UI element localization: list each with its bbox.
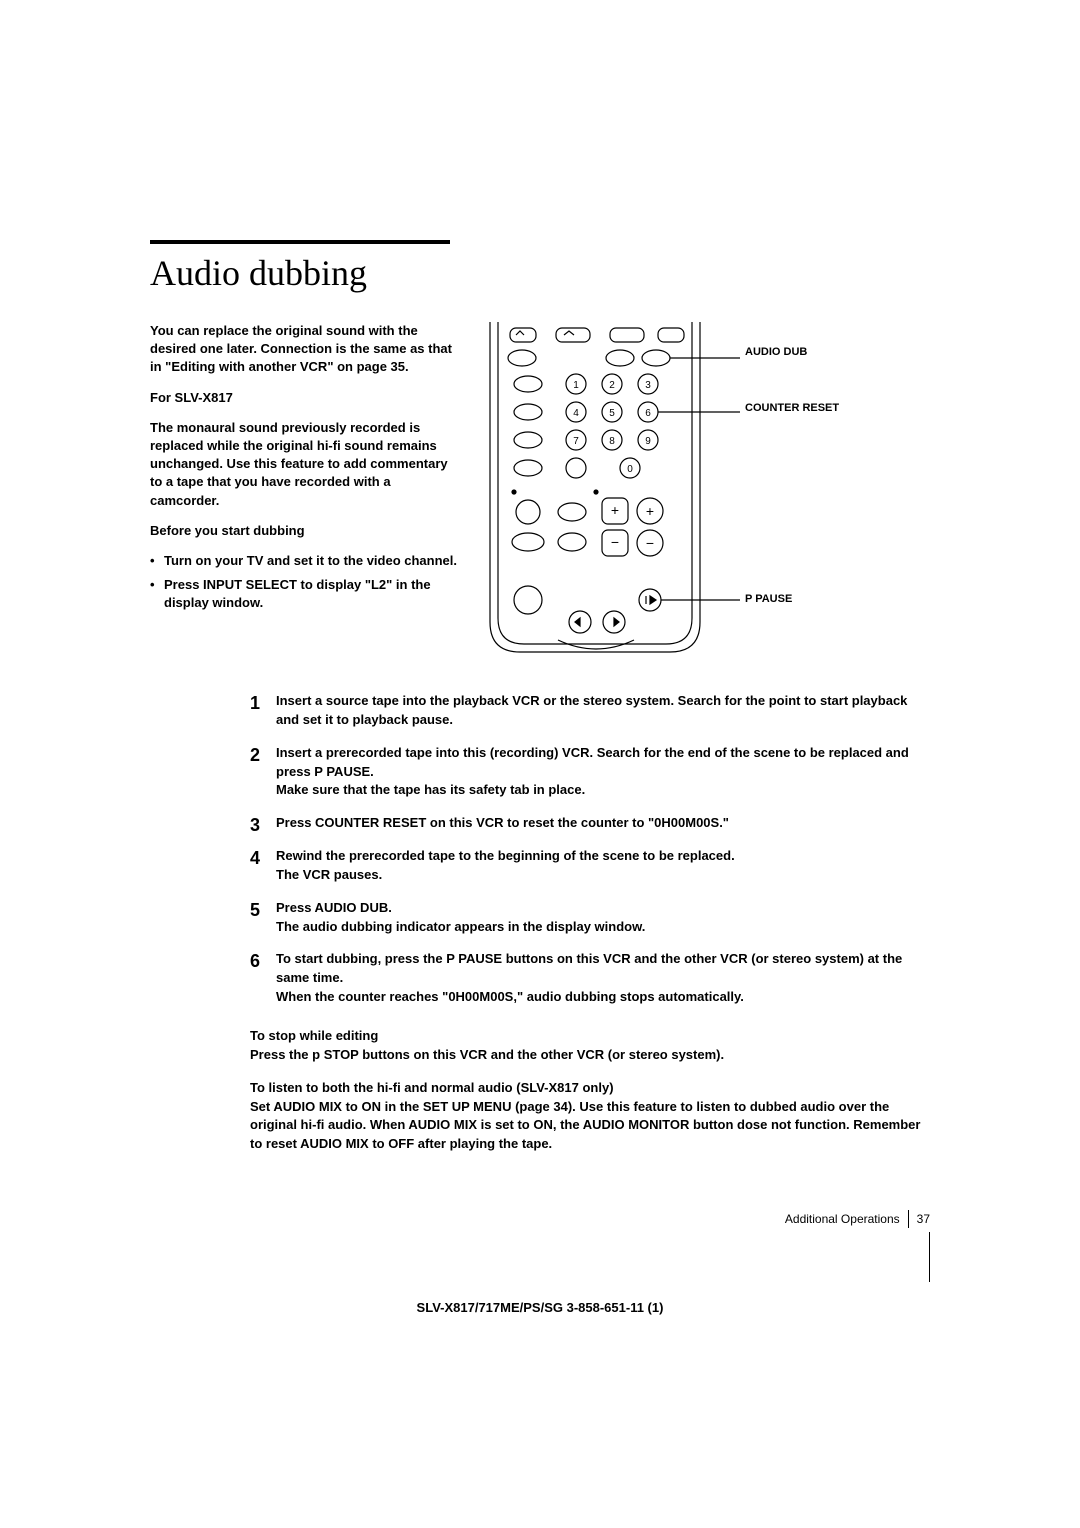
step-text: Rewind the prerecorded tape to the begin…: [276, 848, 735, 882]
footer-line: Additional Operations 37: [785, 1210, 930, 1228]
list-item: Press INPUT SELECT to display "L2" in th…: [150, 576, 460, 612]
step-text: Insert a prerecorded tape into this (rec…: [276, 745, 909, 798]
footer-section: Additional Operations: [785, 1212, 900, 1226]
footer-divider: [908, 1210, 909, 1228]
svg-text:+: +: [611, 502, 619, 518]
model-subhead: For SLV-X817: [150, 389, 460, 407]
remote-diagram: 1 2 3 4 5 6 7 8 9 0: [480, 322, 860, 662]
svg-text:3: 3: [645, 380, 651, 391]
step-text: To start dubbing, press the P PAUSE butt…: [276, 951, 902, 1004]
remote-svg: 1 2 3 4 5 6 7 8 9 0: [480, 322, 860, 662]
footer-page-number: 37: [917, 1212, 930, 1226]
bottom-model-code: SLV-X817/717ME/PS/SG 3-858-651-11 (1): [0, 1300, 1080, 1315]
svg-text:2: 2: [609, 380, 615, 391]
step-item: 3Press COUNTER RESET on this VCR to rese…: [250, 814, 930, 833]
svg-text:−: −: [611, 534, 619, 550]
step-item: 6To start dubbing, press the P PAUSE but…: [250, 950, 930, 1007]
before-bullet-list: Turn on your TV and set it to the video …: [150, 552, 460, 613]
listen-head: To listen to both the hi-fi and normal a…: [250, 1080, 614, 1095]
manual-page: Audio dubbing You can replace the origin…: [0, 0, 1080, 1154]
step-item: 4Rewind the prerecorded tape to the begi…: [250, 847, 930, 885]
after-steps-block: To stop while editing Press the p STOP b…: [250, 1027, 930, 1154]
page-title: Audio dubbing: [150, 252, 930, 294]
step-item: 2Insert a prerecorded tape into this (re…: [250, 744, 930, 801]
model-paragraph: The monaural sound previously recorded i…: [150, 419, 460, 510]
title-rule: [150, 240, 450, 244]
callout-audio-dub: AUDIO DUB: [745, 346, 807, 359]
stop-head: To stop while editing: [250, 1028, 378, 1043]
svg-text:4: 4: [573, 408, 579, 419]
step-item: 5Press AUDIO DUB.The audio dubbing indic…: [250, 899, 930, 937]
trailing-rule: [929, 1232, 931, 1282]
step-text: Insert a source tape into the playback V…: [276, 693, 907, 727]
svg-text:8: 8: [609, 436, 615, 447]
step-item: 1Insert a source tape into the playback …: [250, 692, 930, 730]
svg-text:5: 5: [609, 408, 615, 419]
svg-text:6: 6: [645, 408, 651, 419]
numbered-steps: 1Insert a source tape into the playback …: [250, 692, 930, 1007]
callout-pause: P PAUSE: [745, 593, 792, 606]
callout-counter-reset: COUNTER RESET: [745, 402, 839, 415]
list-item: Turn on your TV and set it to the video …: [150, 552, 460, 570]
intro-text-column: You can replace the original sound with …: [150, 322, 460, 662]
intro-paragraph: You can replace the original sound with …: [150, 322, 460, 377]
svg-text:0: 0: [627, 464, 633, 475]
listen-body: Set AUDIO MIX to ON in the SET UP MENU (…: [250, 1099, 920, 1152]
step-text: Press COUNTER RESET on this VCR to reset…: [276, 815, 729, 830]
svg-text:7: 7: [573, 436, 579, 447]
step-text: Press AUDIO DUB.The audio dubbing indica…: [276, 900, 645, 934]
svg-text:1: 1: [573, 380, 579, 391]
svg-text:+: +: [646, 503, 654, 519]
svg-text:−: −: [646, 535, 654, 551]
intro-columns: You can replace the original sound with …: [150, 322, 930, 662]
before-subhead: Before you start dubbing: [150, 522, 460, 540]
stop-body: Press the p STOP buttons on this VCR and…: [250, 1047, 724, 1062]
svg-text:9: 9: [645, 436, 651, 447]
